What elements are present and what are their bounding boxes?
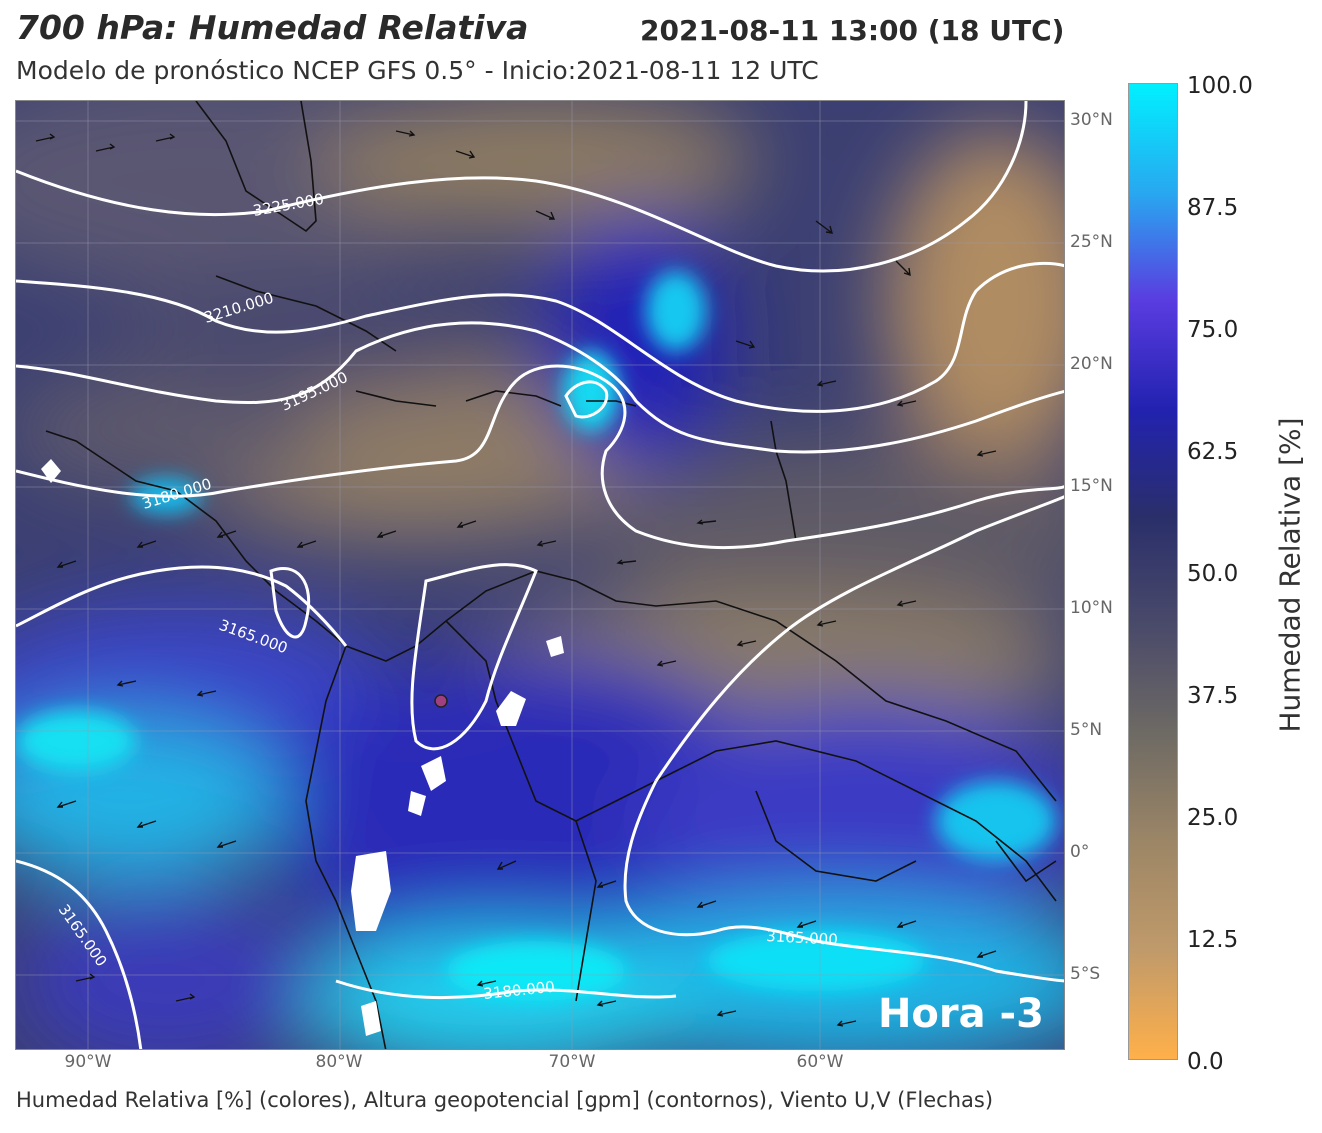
contour-label: 3165.000 — [766, 927, 838, 949]
lat-label: 5°N — [1070, 720, 1103, 740]
colorbar-tick: 50.0 — [1187, 561, 1239, 587]
station-marker — [434, 694, 448, 708]
lat-label: 0° — [1070, 842, 1090, 862]
lon-label: 90°W — [64, 1052, 112, 1072]
chart-title: 700 hPa: Humedad Relativa — [16, 8, 529, 47]
geopotential-contours — [16, 101, 1064, 1049]
lat-label: 5°S — [1070, 964, 1101, 984]
colorbar-tick: 0.0 — [1187, 1049, 1224, 1075]
colorbar-tick: 100.0 — [1187, 73, 1253, 99]
humidity-map: 3225.000 3210.000 3195.000 3180.000 3165… — [16, 101, 1064, 1049]
lat-label: 25°N — [1070, 232, 1113, 252]
lon-label: 80°W — [315, 1052, 363, 1072]
graticule — [16, 101, 1064, 1049]
moist-cores — [16, 271, 1056, 1001]
model-subtitle: Modelo de pronóstico NCEP GFS 0.5° - Ini… — [16, 56, 819, 85]
forecast-hour-label: Hora -3 — [877, 991, 1044, 1037]
lat-label: 20°N — [1070, 354, 1113, 374]
colorbar-title: Humedad Relativa [%] — [1273, 417, 1307, 733]
colorbar — [1128, 83, 1178, 1060]
valid-datetime: 2021-08-11 13:00 (18 UTC) — [640, 14, 1065, 47]
coastlines — [45, 101, 1057, 1049]
colorbar-tick: 12.5 — [1187, 927, 1239, 953]
wind-arrows — [35, 130, 997, 1027]
lon-label: 60°W — [796, 1052, 844, 1072]
colorbar-tick: 37.5 — [1187, 683, 1239, 709]
lat-label: 30°N — [1070, 110, 1113, 130]
colorbar-tick: 25.0 — [1187, 805, 1239, 831]
map-panel: 3225.000 3210.000 3195.000 3180.000 3165… — [15, 100, 1065, 1050]
terrain-mask — [41, 459, 564, 1036]
footer-caption: Humedad Relativa [%] (colores), Altura g… — [16, 1088, 994, 1112]
colorbar-tick: 75.0 — [1187, 317, 1239, 343]
lat-label: 15°N — [1070, 476, 1113, 496]
lon-label: 70°W — [548, 1052, 596, 1072]
colorbar-tick: 62.5 — [1187, 439, 1239, 465]
colorbar-tick: 87.5 — [1187, 195, 1239, 221]
lat-label: 10°N — [1070, 598, 1113, 618]
